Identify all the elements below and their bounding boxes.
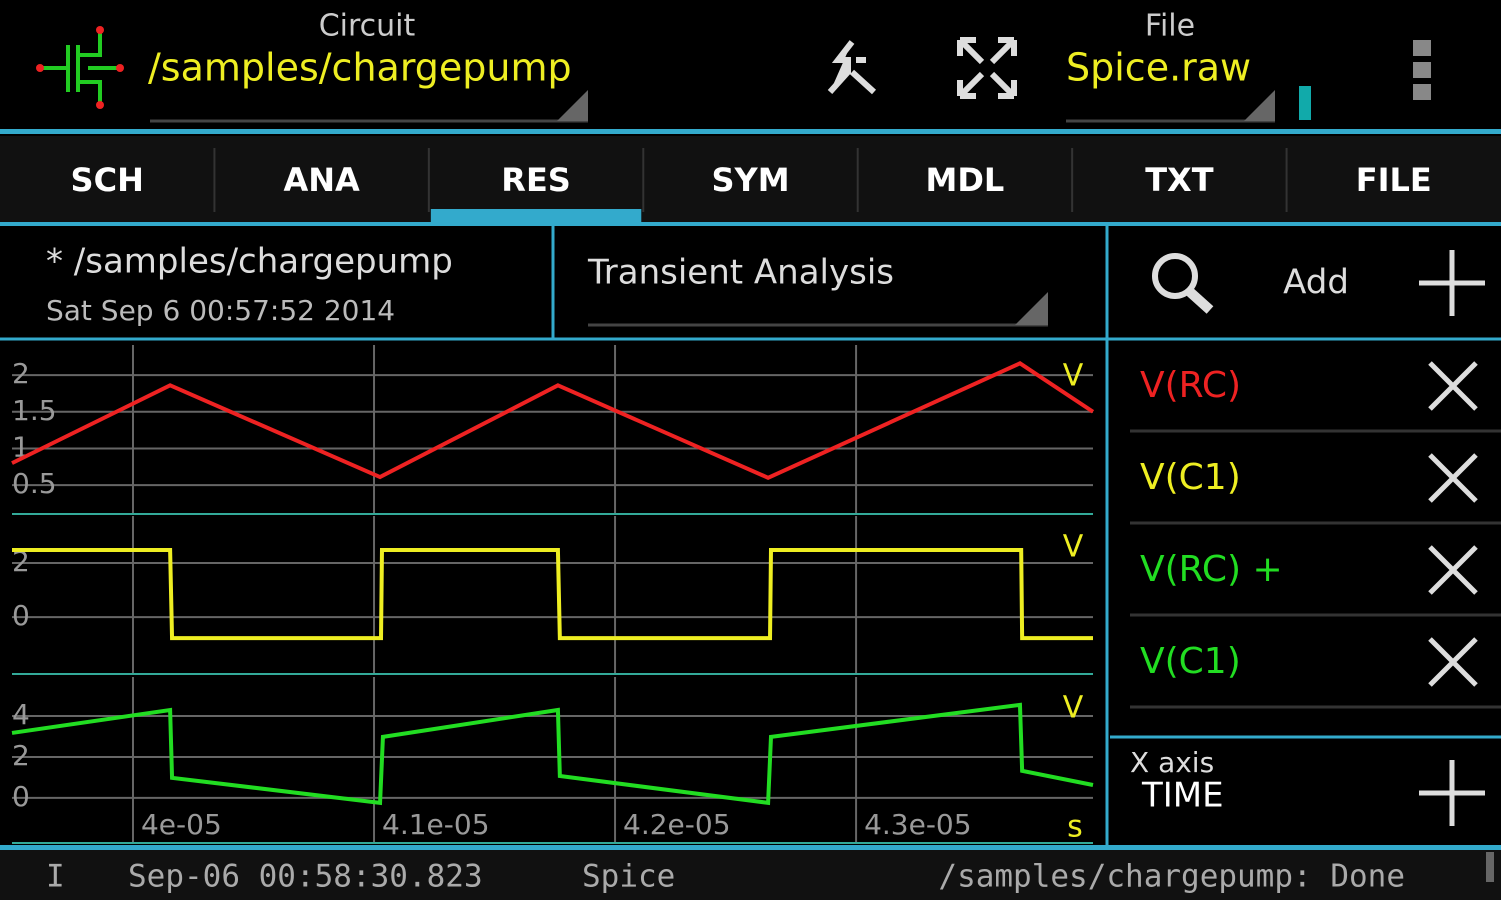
header-divider (0, 129, 1501, 134)
icon-dot (96, 26, 104, 34)
x-axis-add-button[interactable] (1419, 760, 1485, 826)
y-tick-label: 2 (12, 545, 30, 578)
result-path: * /samples/chargepump (46, 242, 453, 282)
menu-button[interactable] (1413, 40, 1431, 100)
circuit-label: Circuit (319, 9, 416, 44)
icon-dot (36, 64, 44, 72)
spinner-arrow (557, 90, 588, 121)
x-tick-label: 4.2e-05 (623, 808, 731, 841)
add-label[interactable]: Add (1283, 263, 1349, 303)
trace-label[interactable]: V(RC) + (1140, 549, 1283, 590)
tab[interactable]: ANA (283, 161, 360, 199)
spinner-arrow (1244, 90, 1275, 121)
y-tick-label: 0.5 (12, 467, 57, 500)
tab[interactable]: SYM (711, 161, 789, 199)
y-unit-label: V (1063, 359, 1084, 394)
y-tick-label: 1.5 (12, 394, 57, 427)
file-label: File (1145, 9, 1195, 44)
circuit-spinner[interactable]: /samples/chargepump (148, 46, 572, 90)
remove-trace-button[interactable] (1428, 453, 1478, 503)
spinner-arrow (1015, 292, 1048, 325)
x-tick-label: 4e-05 (141, 808, 222, 841)
trace-label[interactable]: V(C1) (1140, 641, 1241, 682)
trace-line (11, 702, 1094, 806)
circuit-icon[interactable] (36, 26, 124, 109)
x-tick-label: 4.3e-05 (864, 808, 972, 841)
file-spinner[interactable]: Spice.raw (1066, 46, 1251, 90)
progress-indicator (1299, 86, 1311, 120)
icon-dot (96, 101, 104, 109)
status-time: Sep-06 00:58:30.823 (128, 859, 483, 895)
y-tick-label: 0 (12, 599, 30, 632)
y-tick-label: 2 (12, 357, 30, 390)
x-axis-label: X axis (1130, 746, 1214, 779)
menu-dot (1413, 62, 1431, 78)
search-button[interactable] (1152, 253, 1214, 314)
y-tick-label: 0 (12, 780, 30, 813)
trace-line (12, 548, 1093, 641)
y-unit-label: V (1063, 691, 1084, 726)
status-bar (0, 850, 1501, 900)
fullscreen-arrows (957, 37, 1017, 99)
tab[interactable]: RES (501, 161, 571, 199)
tab-divider (0, 222, 1501, 226)
search-handle (1186, 288, 1214, 314)
icon-lines (40, 30, 120, 105)
trace-label[interactable]: V(C1) (1140, 457, 1241, 498)
result-date: Sat Sep 6 00:57:52 2014 (46, 294, 395, 327)
merge-button[interactable] (827, 40, 877, 95)
remove-trace-button[interactable] (1428, 545, 1478, 595)
tab[interactable]: MDL (926, 161, 1005, 199)
add-button[interactable] (1419, 250, 1485, 316)
status-level: I (46, 859, 65, 895)
menu-dot (1413, 40, 1431, 56)
remove-trace-button[interactable] (1428, 637, 1478, 687)
y-tick-label: 4 (12, 698, 30, 731)
status-divider (0, 845, 1501, 850)
tab-bar (0, 136, 1501, 222)
icon-dot (116, 64, 124, 72)
search-circle (1152, 253, 1198, 299)
status-source: Spice (582, 859, 675, 895)
tab-indicator (430, 209, 642, 222)
trace-label[interactable]: V(RC) (1140, 365, 1241, 406)
tab[interactable]: SCH (71, 161, 144, 199)
x-tick-label: 4.1e-05 (382, 808, 490, 841)
status-message: /samples/chargepump: Done (938, 859, 1405, 895)
fullscreen-button[interactable] (957, 37, 1017, 99)
y-unit-label: V (1063, 530, 1084, 565)
trace-line (11, 361, 1095, 480)
y-tick-label: 2 (12, 739, 30, 772)
x-axis-value[interactable]: TIME (1141, 776, 1224, 816)
tab[interactable]: FILE (1356, 161, 1432, 199)
menu-dot (1413, 84, 1431, 100)
x-unit-label: s (1067, 810, 1083, 845)
analysis-spinner[interactable]: Transient Analysis (587, 253, 894, 293)
tab[interactable]: TXT (1145, 161, 1214, 199)
remove-trace-button[interactable] (1428, 361, 1478, 411)
scrollbar (1486, 852, 1494, 882)
